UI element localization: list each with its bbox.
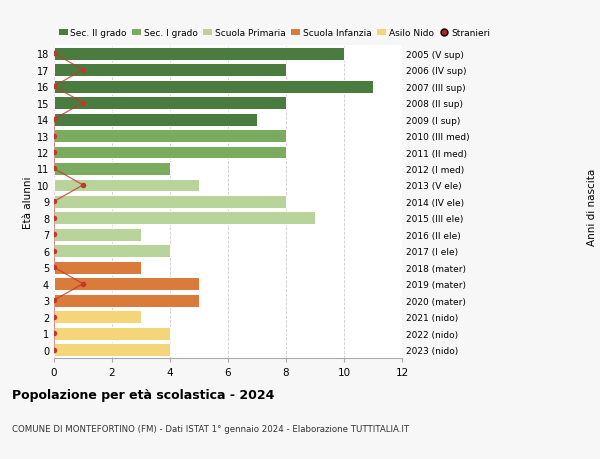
Bar: [54, 97, 286, 110]
Y-axis label: Età alunni: Età alunni: [23, 176, 32, 228]
Bar: [54, 162, 170, 175]
Text: COMUNE DI MONTEFORTINO (FM) - Dati ISTAT 1° gennaio 2024 - Elaborazione TUTTITAL: COMUNE DI MONTEFORTINO (FM) - Dati ISTAT…: [12, 425, 409, 434]
Text: Anni di nascita: Anni di nascita: [587, 168, 597, 245]
Bar: [54, 343, 170, 356]
Bar: [54, 261, 141, 274]
Text: Popolazione per età scolastica - 2024: Popolazione per età scolastica - 2024: [12, 388, 274, 401]
Bar: [54, 245, 170, 257]
Bar: [54, 229, 141, 241]
Bar: [54, 311, 141, 323]
Bar: [54, 81, 373, 93]
Bar: [54, 294, 199, 307]
Bar: [54, 64, 286, 77]
Bar: [54, 48, 344, 61]
Bar: [54, 278, 199, 291]
Legend: Sec. II grado, Sec. I grado, Scuola Primaria, Scuola Infanzia, Asilo Nido, Stran: Sec. II grado, Sec. I grado, Scuola Prim…: [59, 29, 490, 38]
Bar: [54, 196, 286, 208]
Bar: [54, 179, 199, 192]
Bar: [54, 146, 286, 159]
Bar: [54, 327, 170, 340]
Bar: [54, 212, 315, 225]
Bar: [54, 130, 286, 143]
Bar: [54, 113, 257, 126]
